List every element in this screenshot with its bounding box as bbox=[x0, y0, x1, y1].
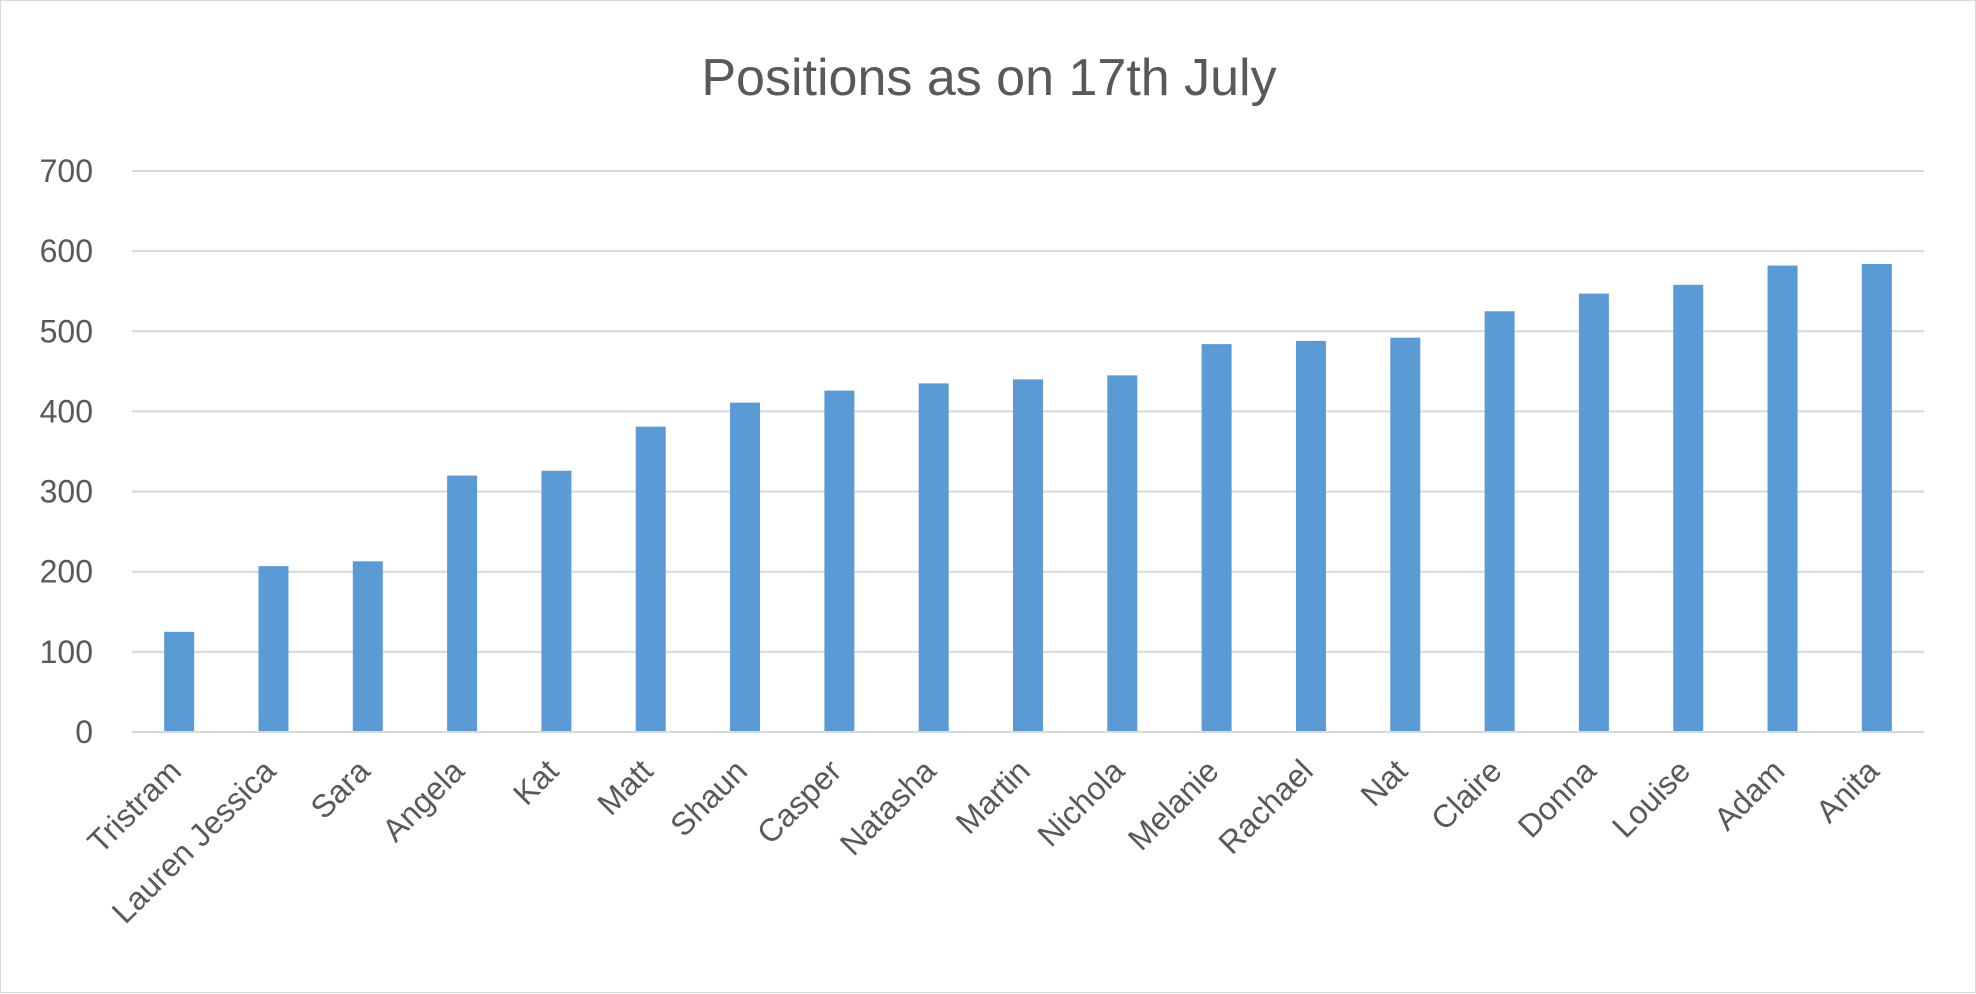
chart-title: Positions as on 17th July bbox=[701, 49, 1276, 107]
x-category-label: Sara bbox=[303, 752, 376, 825]
bar bbox=[447, 475, 478, 732]
bar bbox=[1484, 311, 1515, 732]
bar bbox=[352, 561, 383, 732]
x-category-label: Louise bbox=[1605, 752, 1697, 844]
bar bbox=[1107, 375, 1138, 732]
y-tick-label: 200 bbox=[40, 554, 93, 590]
x-category-label: Nichola bbox=[1030, 752, 1131, 853]
bar bbox=[1578, 293, 1609, 732]
y-tick-label: 300 bbox=[40, 474, 93, 510]
y-tick-label: 600 bbox=[40, 233, 93, 269]
bar bbox=[1295, 340, 1326, 732]
x-category-label: Martin bbox=[949, 752, 1037, 840]
bar bbox=[1390, 337, 1421, 732]
bar bbox=[918, 383, 949, 732]
x-category-label: Rachael bbox=[1211, 752, 1319, 860]
bar bbox=[824, 390, 855, 732]
bar bbox=[164, 631, 195, 732]
bars bbox=[164, 263, 1892, 732]
bar bbox=[1201, 344, 1232, 732]
y-tick-label: 400 bbox=[40, 393, 93, 429]
y-tick-label: 700 bbox=[40, 153, 93, 189]
bar bbox=[1767, 265, 1798, 732]
bar bbox=[541, 470, 572, 732]
x-category-label: Melanie bbox=[1121, 752, 1226, 857]
bar bbox=[1861, 263, 1892, 732]
bar bbox=[635, 426, 666, 732]
x-category-label: Matt bbox=[590, 752, 660, 822]
bar bbox=[1673, 284, 1704, 732]
x-category-label: Natasha bbox=[833, 752, 943, 862]
bar bbox=[258, 566, 289, 732]
x-category-label: Kat bbox=[506, 752, 565, 811]
bar bbox=[1013, 379, 1043, 732]
x-category-label: Adam bbox=[1707, 752, 1792, 837]
y-tick-label: 0 bbox=[75, 714, 93, 750]
bar bbox=[730, 402, 761, 732]
x-category-label: Shaun bbox=[663, 752, 754, 843]
x-category-label: Nat bbox=[1354, 752, 1415, 813]
y-axis-tick-labels: 0 100 200 300 400 500 600 700 bbox=[40, 153, 93, 750]
y-tick-label: 500 bbox=[40, 313, 93, 349]
x-category-label: Donna bbox=[1511, 752, 1603, 844]
y-tick-label: 100 bbox=[40, 634, 93, 670]
x-category-label: Angela bbox=[375, 752, 471, 848]
x-category-label: Lauren Jessica bbox=[105, 752, 283, 930]
x-category-label: Anita bbox=[1809, 752, 1886, 829]
x-category-label: Claire bbox=[1424, 752, 1509, 837]
